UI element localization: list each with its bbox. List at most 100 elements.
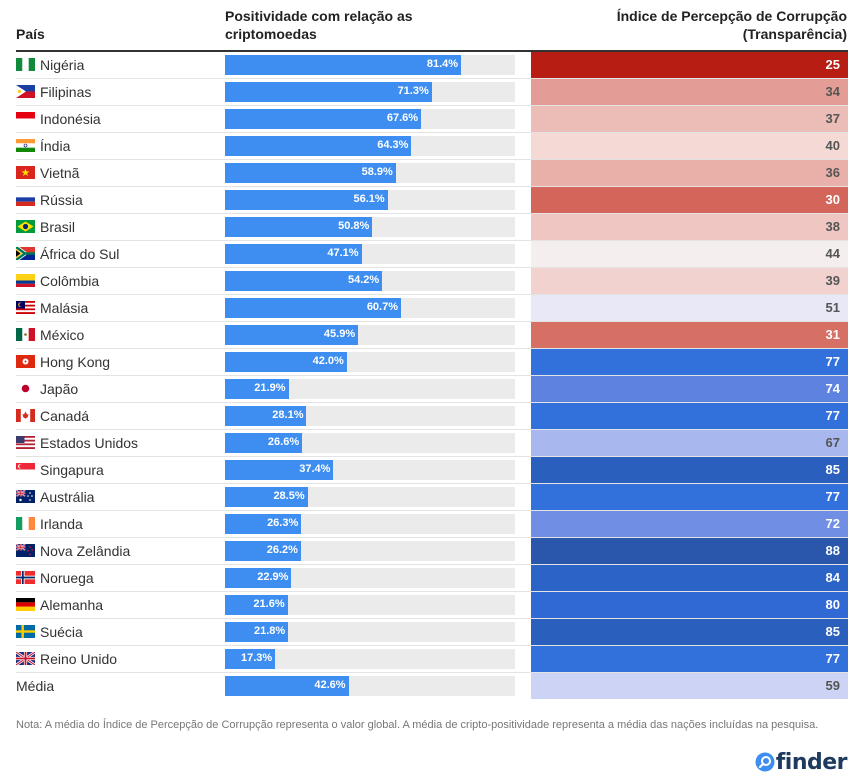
crypto-bar: 60.7% <box>225 298 402 318</box>
crypto-bar-label: 22.9% <box>257 571 289 583</box>
crypto-bar: 47.1% <box>225 244 362 264</box>
table-row: Rússia 56.1% 30 <box>0 187 855 214</box>
crypto-bar-track: 26.2% <box>225 541 515 561</box>
footnote: Nota: A média do Índice de Percepção de … <box>16 719 819 731</box>
philippines-flag-icon <box>16 85 35 98</box>
crypto-bar-label: 21.8% <box>254 625 286 637</box>
row-divider <box>16 618 848 619</box>
row-divider <box>16 483 848 484</box>
logo-wordmark: finder <box>775 749 848 775</box>
cpi-cell: 25 <box>531 52 848 78</box>
cpi-value: 40 <box>825 138 840 153</box>
crypto-bar-track: 21.8% <box>225 622 515 642</box>
cpi-cell: 39 <box>531 268 848 294</box>
country-name: Nova Zelândia <box>40 543 131 559</box>
country-name: Irlanda <box>40 516 83 532</box>
table-row: Irlanda 26.3% 72 <box>0 511 855 538</box>
row-divider <box>16 267 848 268</box>
hong-kong-flag-icon <box>16 355 35 368</box>
magnifier-icon <box>755 752 775 772</box>
mexico-flag-icon <box>16 328 35 341</box>
cpi-value: 77 <box>825 489 840 504</box>
row-divider <box>16 537 848 538</box>
crypto-bar: 26.2% <box>225 541 301 561</box>
table-row: Nova Zelândia 26.2% 88 <box>0 538 855 565</box>
country-name: Média <box>16 678 55 694</box>
row-divider <box>16 591 848 592</box>
country-name: Nigéria <box>40 57 85 73</box>
crypto-bar-track: 50.8% <box>225 217 515 237</box>
row-divider <box>16 429 848 430</box>
country-name: Colômbia <box>40 273 100 289</box>
cpi-value: 74 <box>825 381 840 396</box>
row-divider <box>16 375 848 376</box>
crypto-bar-track: 54.2% <box>225 271 515 291</box>
uk-flag-icon <box>16 652 35 665</box>
cpi-value: 37 <box>825 111 840 126</box>
japan-flag-icon <box>16 382 35 395</box>
row-divider <box>16 78 848 79</box>
cpi-value: 39 <box>825 273 840 288</box>
cpi-cell: 59 <box>531 673 848 699</box>
crypto-bar-label: 17.3% <box>240 652 273 664</box>
crypto-bar: 21.9% <box>225 379 289 399</box>
crypto-bar-label: 42.6% <box>314 679 346 691</box>
cpi-value: 85 <box>825 462 840 477</box>
country-name: Alemanha <box>40 597 104 613</box>
crypto-bar: 54.2% <box>225 271 383 291</box>
crypto-bar-track: 56.1% <box>225 190 515 210</box>
row-divider <box>16 402 848 403</box>
table-row: Singapura 37.4% 85 <box>0 457 855 484</box>
row-divider <box>16 132 848 133</box>
cpi-value: 77 <box>825 354 840 369</box>
crypto-bar-track: 22.9% <box>225 568 515 588</box>
crypto-bar-track: 42.0% <box>225 352 515 372</box>
table-row: Hong Kong 42.0% 77 <box>0 349 855 376</box>
table-row: Estados Unidos 26.6% 67 <box>0 430 855 457</box>
cpi-cell: 74 <box>531 376 848 402</box>
row-divider <box>16 159 848 160</box>
crypto-bar-track: 26.3% <box>225 514 515 534</box>
cpi-value: 25 <box>825 57 840 72</box>
crypto-bar: 22.9% <box>225 568 292 588</box>
crypto-bar: 28.1% <box>225 406 307 426</box>
crypto-bar-label: 26.6% <box>267 436 300 448</box>
crypto-bar-label: 21.9% <box>254 382 286 394</box>
row-divider <box>16 672 848 673</box>
cpi-cell: 72 <box>531 511 848 537</box>
country-name: Malásia <box>40 300 89 316</box>
crypto-bar: 56.1% <box>225 190 388 210</box>
crypto-bar-label: 37.4% <box>299 463 331 475</box>
cpi-cell: 51 <box>531 295 848 321</box>
sweden-flag-icon <box>16 625 35 638</box>
cpi-value: 84 <box>825 570 840 585</box>
row-divider <box>16 510 848 511</box>
row-divider <box>16 348 848 349</box>
table-row: Suécia 21.8% 85 <box>0 619 855 646</box>
cpi-value: 51 <box>825 300 840 315</box>
cpi-cell: 34 <box>531 79 848 105</box>
crypto-bar: 42.0% <box>225 352 347 372</box>
column-header-country: País <box>16 26 45 42</box>
crypto-bar: 26.6% <box>225 433 303 453</box>
country-name: Japão <box>40 381 79 397</box>
cpi-cell: 77 <box>531 349 848 375</box>
crypto-bar-track: 71.3% <box>225 82 515 102</box>
table-row: Nigéria 81.4% 25 <box>0 52 855 79</box>
header-divider <box>16 50 848 52</box>
crypto-bar-label: 56.1% <box>353 193 385 205</box>
cpi-cell: 30 <box>531 187 848 213</box>
brazil-flag-icon <box>16 220 35 233</box>
crypto-bar-label: 58.9% <box>361 166 393 178</box>
cpi-cell: 77 <box>531 484 848 510</box>
canada-flag-icon <box>16 409 35 422</box>
country-name: África do Sul <box>40 246 120 262</box>
cpi-value: 77 <box>825 651 840 666</box>
nigeria-flag-icon <box>16 58 35 71</box>
row-divider <box>16 294 848 295</box>
vietnam-flag-icon <box>16 166 35 179</box>
row-divider <box>16 321 848 322</box>
country-name: Rússia <box>40 192 83 208</box>
india-flag-icon <box>16 139 35 152</box>
table-row: Canadá 28.1% 77 <box>0 403 855 430</box>
